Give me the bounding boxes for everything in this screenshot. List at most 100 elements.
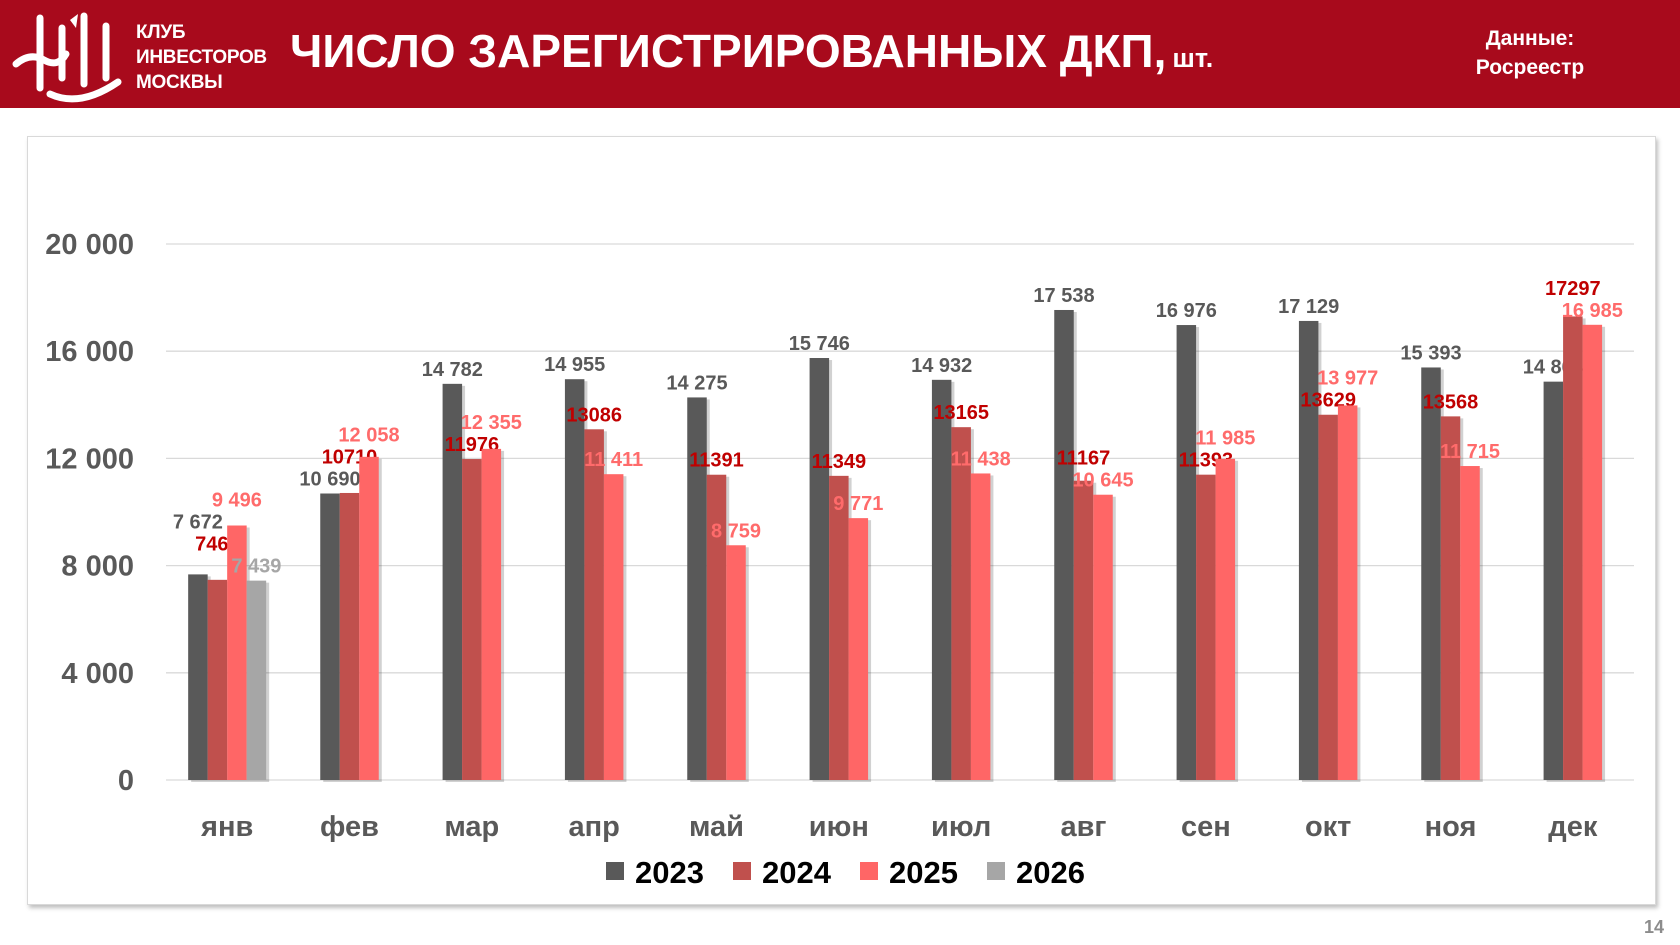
bar-2025-авг bbox=[1093, 494, 1113, 780]
legend-label: 2023 bbox=[635, 855, 704, 890]
bar-2025-июл bbox=[970, 473, 991, 780]
bar-2024-дек bbox=[1563, 316, 1583, 780]
data-label: 14 932 bbox=[911, 355, 972, 377]
bar-2024-июн bbox=[829, 475, 849, 780]
page-title: ЧИСЛО ЗАРЕГИСТРИРОВАННЫХ ДКП, шт. bbox=[290, 24, 1213, 78]
y-tick-label: 4 000 bbox=[61, 658, 134, 690]
x-tick-label: ноя bbox=[1425, 811, 1477, 843]
data-source-name: Росреестр bbox=[1475, 56, 1585, 79]
data-label: 17 129 bbox=[1278, 296, 1339, 318]
club-name-line: МОСКВЫ bbox=[136, 72, 223, 93]
x-tick-label: окт bbox=[1305, 811, 1351, 843]
data-label: 11167 bbox=[1057, 448, 1110, 470]
legend-label: 2024 bbox=[762, 855, 832, 890]
legend-swatch-2024 bbox=[733, 862, 751, 880]
legend-label: 2025 bbox=[889, 855, 958, 890]
y-tick-label: 12 000 bbox=[45, 443, 134, 475]
bar-2025-дек bbox=[1582, 324, 1603, 780]
bar-2024-окт bbox=[1318, 414, 1338, 780]
data-label: 13568 bbox=[1423, 391, 1479, 413]
x-tick-label: май bbox=[689, 811, 744, 843]
page-number: 14 bbox=[1643, 917, 1664, 937]
data-label: 9 496 bbox=[212, 490, 262, 512]
bar-2024-сен bbox=[1196, 474, 1216, 780]
bar-2024-фев bbox=[339, 492, 360, 780]
data-label: 14 955 bbox=[544, 354, 605, 376]
y-tick-label: 20 000 bbox=[45, 229, 134, 261]
y-tick-label: 8 000 bbox=[61, 551, 134, 583]
data-label: 11349 bbox=[812, 451, 867, 473]
data-label: 12 058 bbox=[338, 425, 399, 447]
bar-2024-май bbox=[706, 474, 727, 780]
club-name-line: ИНВЕСТОРОВ bbox=[136, 47, 267, 68]
data-label: 11 715 bbox=[1440, 441, 1500, 463]
bar-2024-авг bbox=[1073, 480, 1094, 780]
bar-2023-дек bbox=[1543, 381, 1564, 780]
data-label: 7 672 bbox=[173, 512, 223, 534]
club-name-line: КЛУБ bbox=[136, 22, 186, 43]
legend-swatch-2025 bbox=[860, 862, 878, 880]
data-source: Данные: Росреестр bbox=[1455, 24, 1605, 82]
x-tick-label: дек bbox=[1548, 811, 1598, 843]
data-label: 13086 bbox=[566, 404, 622, 426]
bar-2023-июн bbox=[809, 358, 830, 780]
data-label: 11 411 bbox=[584, 449, 643, 471]
data-label: 15 393 bbox=[1400, 342, 1461, 364]
header-banner: КЛУБ ИНВЕСТОРОВ МОСКВЫ ЧИСЛО ЗАРЕГИСТРИР… bbox=[0, 0, 1680, 108]
bar-2024-янв bbox=[207, 579, 228, 780]
data-label: 14 782 bbox=[422, 359, 483, 381]
bar-2023-мар bbox=[442, 383, 463, 780]
y-tick-label: 0 bbox=[118, 765, 134, 797]
x-tick-label: янв bbox=[200, 811, 253, 843]
data-source-label: Данные: bbox=[1485, 27, 1575, 50]
data-label: 16 976 bbox=[1156, 300, 1217, 322]
x-tick-label: сен bbox=[1181, 811, 1231, 843]
legend-swatch-2023 bbox=[606, 862, 624, 880]
bar-2025-сен bbox=[1215, 458, 1236, 780]
data-label: 13165 bbox=[933, 402, 989, 424]
bar-2025-янв bbox=[227, 525, 247, 780]
bar-2025-фев bbox=[359, 456, 379, 780]
bar-2023-янв bbox=[188, 574, 208, 780]
page-title-unit: шт. bbox=[1172, 43, 1214, 73]
x-tick-label: мар bbox=[444, 811, 499, 843]
bar-2024-июл bbox=[951, 427, 971, 780]
bar-2025-мар bbox=[481, 448, 502, 780]
bar-2024-ноя bbox=[1440, 416, 1461, 780]
data-label: 15 746 bbox=[789, 333, 850, 355]
bar-2023-апр bbox=[564, 379, 585, 780]
bar-2025-ноя bbox=[1460, 466, 1480, 780]
data-label: 8 759 bbox=[711, 520, 761, 542]
data-label: 11391 bbox=[689, 450, 744, 472]
data-label: 17 538 bbox=[1033, 285, 1094, 307]
data-label: 7 439 bbox=[231, 556, 281, 578]
x-tick-label: фев bbox=[320, 811, 379, 843]
legend-label: 2026 bbox=[1016, 855, 1085, 890]
bar-2025-окт bbox=[1337, 405, 1358, 780]
y-tick-label: 16 000 bbox=[45, 336, 134, 368]
data-label: 11 985 bbox=[1195, 428, 1255, 450]
data-label: 12 355 bbox=[461, 412, 522, 434]
data-label: 13 977 bbox=[1317, 368, 1378, 390]
bar-2023-май bbox=[687, 397, 707, 780]
data-label: 14 275 bbox=[666, 372, 727, 394]
bar-2023-фев bbox=[320, 493, 340, 780]
bar-2024-апр bbox=[584, 429, 604, 780]
club-logo bbox=[12, 12, 122, 103]
page-title-text: ЧИСЛО ЗАРЕГИСТРИРОВАННЫХ ДКП, bbox=[290, 25, 1167, 77]
data-label: 10 645 bbox=[1072, 470, 1133, 492]
bar-2023-ноя bbox=[1421, 367, 1441, 780]
data-label: 10 690 bbox=[299, 469, 360, 491]
x-tick-label: июн bbox=[809, 811, 869, 843]
bar-2023-авг bbox=[1054, 309, 1074, 780]
bar-2025-апр bbox=[603, 474, 624, 780]
data-label: 17297 bbox=[1545, 278, 1601, 300]
bar-2023-июл bbox=[931, 379, 952, 780]
legend-swatch-2026 bbox=[987, 862, 1005, 880]
x-tick-label: авг bbox=[1060, 811, 1106, 843]
bar-2026-янв bbox=[246, 580, 267, 780]
data-label: 9 771 bbox=[833, 493, 883, 515]
x-tick-label: апр bbox=[568, 811, 619, 843]
x-tick-label: июл bbox=[931, 811, 991, 843]
